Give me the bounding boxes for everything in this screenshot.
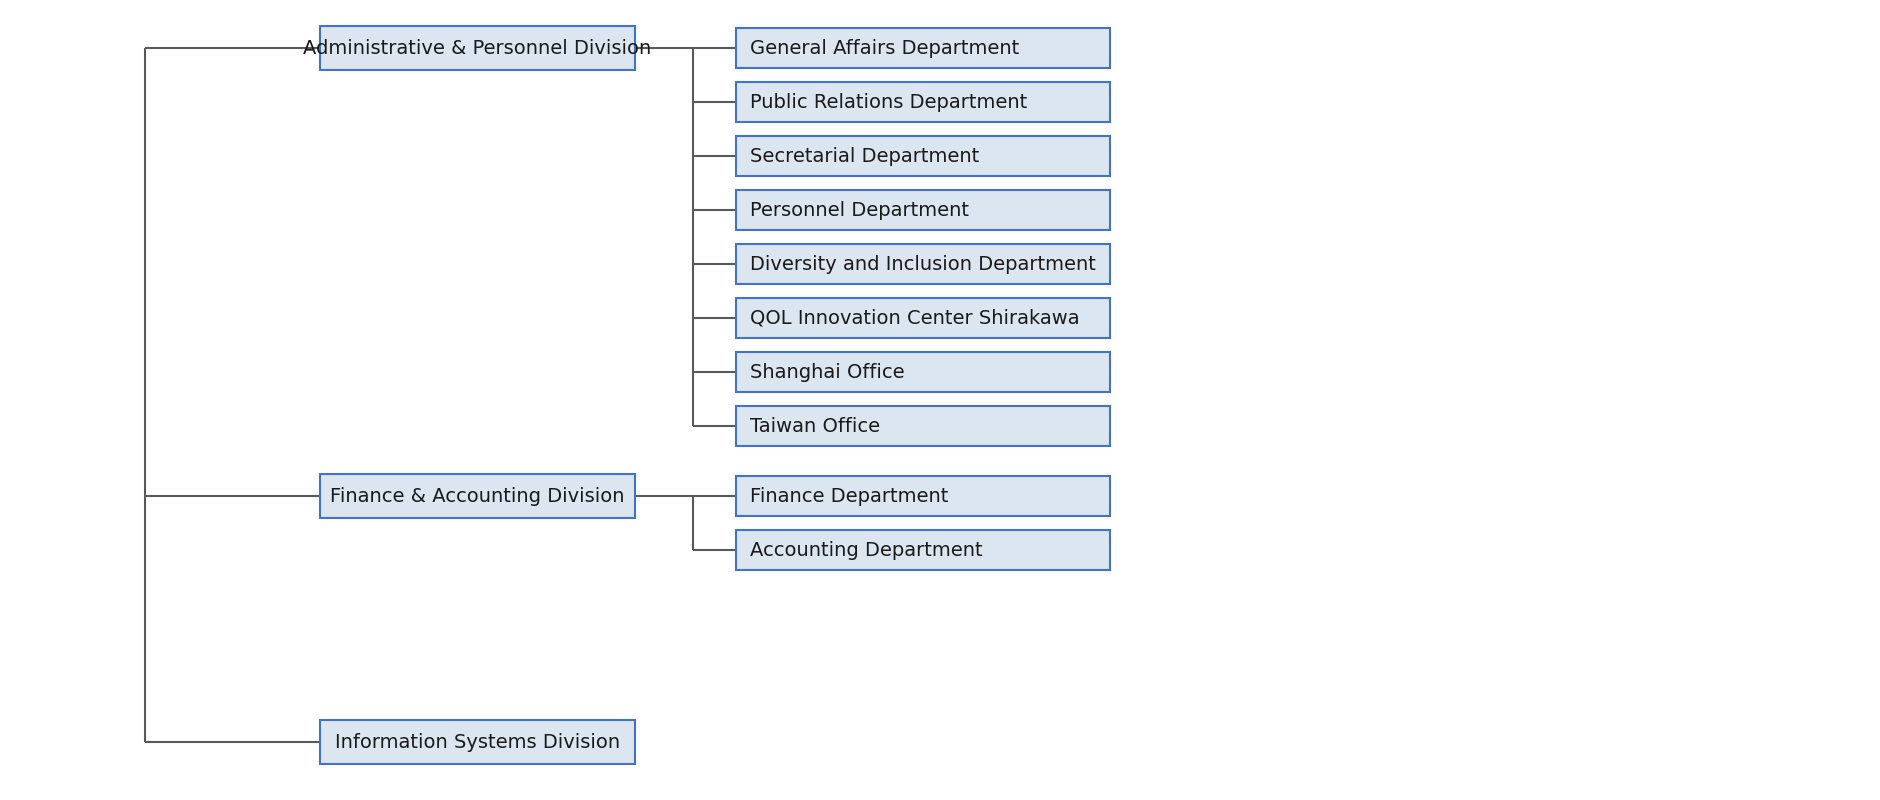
FancyBboxPatch shape [735,406,1109,446]
Text: Finance & Accounting Division: Finance & Accounting Division [331,486,624,506]
Text: Public Relations Department: Public Relations Department [750,93,1026,111]
Text: Secretarial Department: Secretarial Department [750,146,979,166]
Text: Shanghai Office: Shanghai Office [750,362,904,382]
FancyBboxPatch shape [735,190,1109,230]
FancyBboxPatch shape [735,476,1109,516]
Text: Taiwan Office: Taiwan Office [750,417,880,435]
FancyBboxPatch shape [320,720,635,764]
Text: Diversity and Inclusion Department: Diversity and Inclusion Department [750,254,1096,274]
FancyBboxPatch shape [735,244,1109,284]
Text: QOL Innovation Center Shirakawa: QOL Innovation Center Shirakawa [750,309,1079,327]
FancyBboxPatch shape [735,352,1109,392]
Text: Finance Department: Finance Department [750,486,948,506]
Text: General Affairs Department: General Affairs Department [750,38,1019,58]
FancyBboxPatch shape [320,26,635,70]
Text: Information Systems Division: Information Systems Division [335,733,620,751]
FancyBboxPatch shape [735,136,1109,176]
FancyBboxPatch shape [735,28,1109,68]
Text: Administrative & Personnel Division: Administrative & Personnel Division [303,38,652,58]
FancyBboxPatch shape [320,474,635,518]
FancyBboxPatch shape [735,82,1109,122]
Text: Accounting Department: Accounting Department [750,541,983,559]
FancyBboxPatch shape [735,530,1109,570]
FancyBboxPatch shape [735,298,1109,338]
Text: Personnel Department: Personnel Department [750,201,968,219]
